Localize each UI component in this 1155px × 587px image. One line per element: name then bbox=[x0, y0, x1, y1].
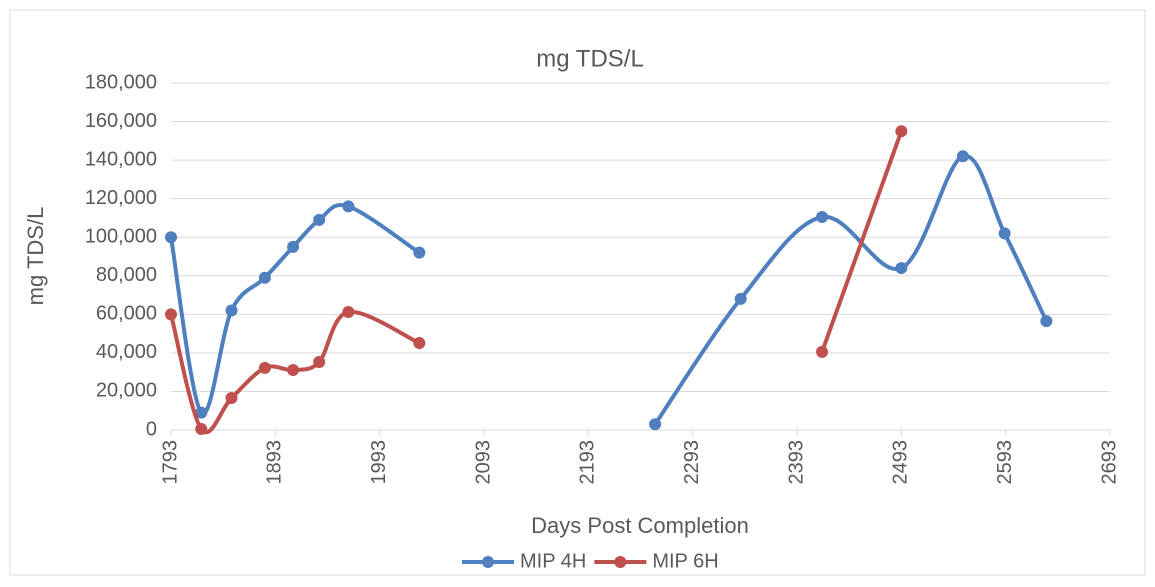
data-point bbox=[225, 304, 238, 317]
x-tick-label: 1793 bbox=[159, 440, 181, 485]
y-tick-label: 100,000 bbox=[85, 226, 157, 248]
legend-label: MIP 4H bbox=[520, 550, 586, 572]
y-tick-label: 80,000 bbox=[96, 264, 157, 286]
chart-frame bbox=[9, 9, 1146, 576]
data-point bbox=[1040, 315, 1053, 328]
data-point bbox=[895, 125, 908, 138]
data-point bbox=[313, 213, 326, 226]
data-point bbox=[342, 306, 355, 319]
data-point bbox=[287, 364, 300, 377]
x-tick-label: 2693 bbox=[1098, 440, 1120, 485]
y-tick-label: 120,000 bbox=[85, 187, 157, 209]
data-point bbox=[413, 337, 426, 350]
x-axis-label: Days Post Completion bbox=[531, 513, 749, 538]
legend-marker bbox=[614, 556, 627, 568]
data-point bbox=[287, 240, 300, 253]
data-point bbox=[225, 391, 238, 404]
y-tick-label: 0 bbox=[146, 418, 157, 440]
data-point bbox=[342, 200, 355, 213]
legend-marker bbox=[482, 556, 494, 568]
data-point bbox=[165, 308, 177, 321]
data-point bbox=[816, 210, 829, 223]
y-axis-label: mg TDS/L bbox=[23, 207, 48, 306]
data-point bbox=[313, 355, 326, 368]
data-point bbox=[195, 406, 208, 419]
x-tick-label: 2193 bbox=[577, 440, 599, 485]
y-tick-label: 180,000 bbox=[85, 71, 157, 93]
x-tick-label: 1893 bbox=[264, 440, 286, 485]
data-point bbox=[998, 227, 1011, 240]
x-tick-label: 2493 bbox=[890, 440, 912, 485]
data-point bbox=[258, 271, 271, 284]
data-point bbox=[413, 246, 426, 259]
data-point bbox=[895, 262, 908, 275]
chart-title: mg TDS/L bbox=[536, 45, 644, 72]
x-tick-label: 2393 bbox=[785, 440, 807, 485]
x-tick-label: 2093 bbox=[472, 440, 494, 485]
y-tick-label: 60,000 bbox=[96, 303, 157, 325]
y-tick-label: 20,000 bbox=[96, 380, 157, 402]
x-tick-label: 2593 bbox=[994, 440, 1016, 485]
data-point bbox=[734, 292, 747, 305]
y-tick-label: 160,000 bbox=[85, 110, 157, 132]
x-tick-label: 1993 bbox=[368, 440, 390, 485]
data-point bbox=[258, 361, 271, 374]
x-tick-label: 2293 bbox=[681, 440, 703, 485]
y-tick-label: 140,000 bbox=[85, 148, 157, 170]
data-point bbox=[956, 150, 969, 163]
legend-label: MIP 6H bbox=[652, 550, 718, 572]
data-point bbox=[165, 231, 177, 244]
data-point bbox=[816, 345, 829, 358]
y-tick-label: 40,000 bbox=[96, 341, 157, 363]
data-point bbox=[649, 418, 662, 431]
data-point bbox=[195, 423, 208, 436]
